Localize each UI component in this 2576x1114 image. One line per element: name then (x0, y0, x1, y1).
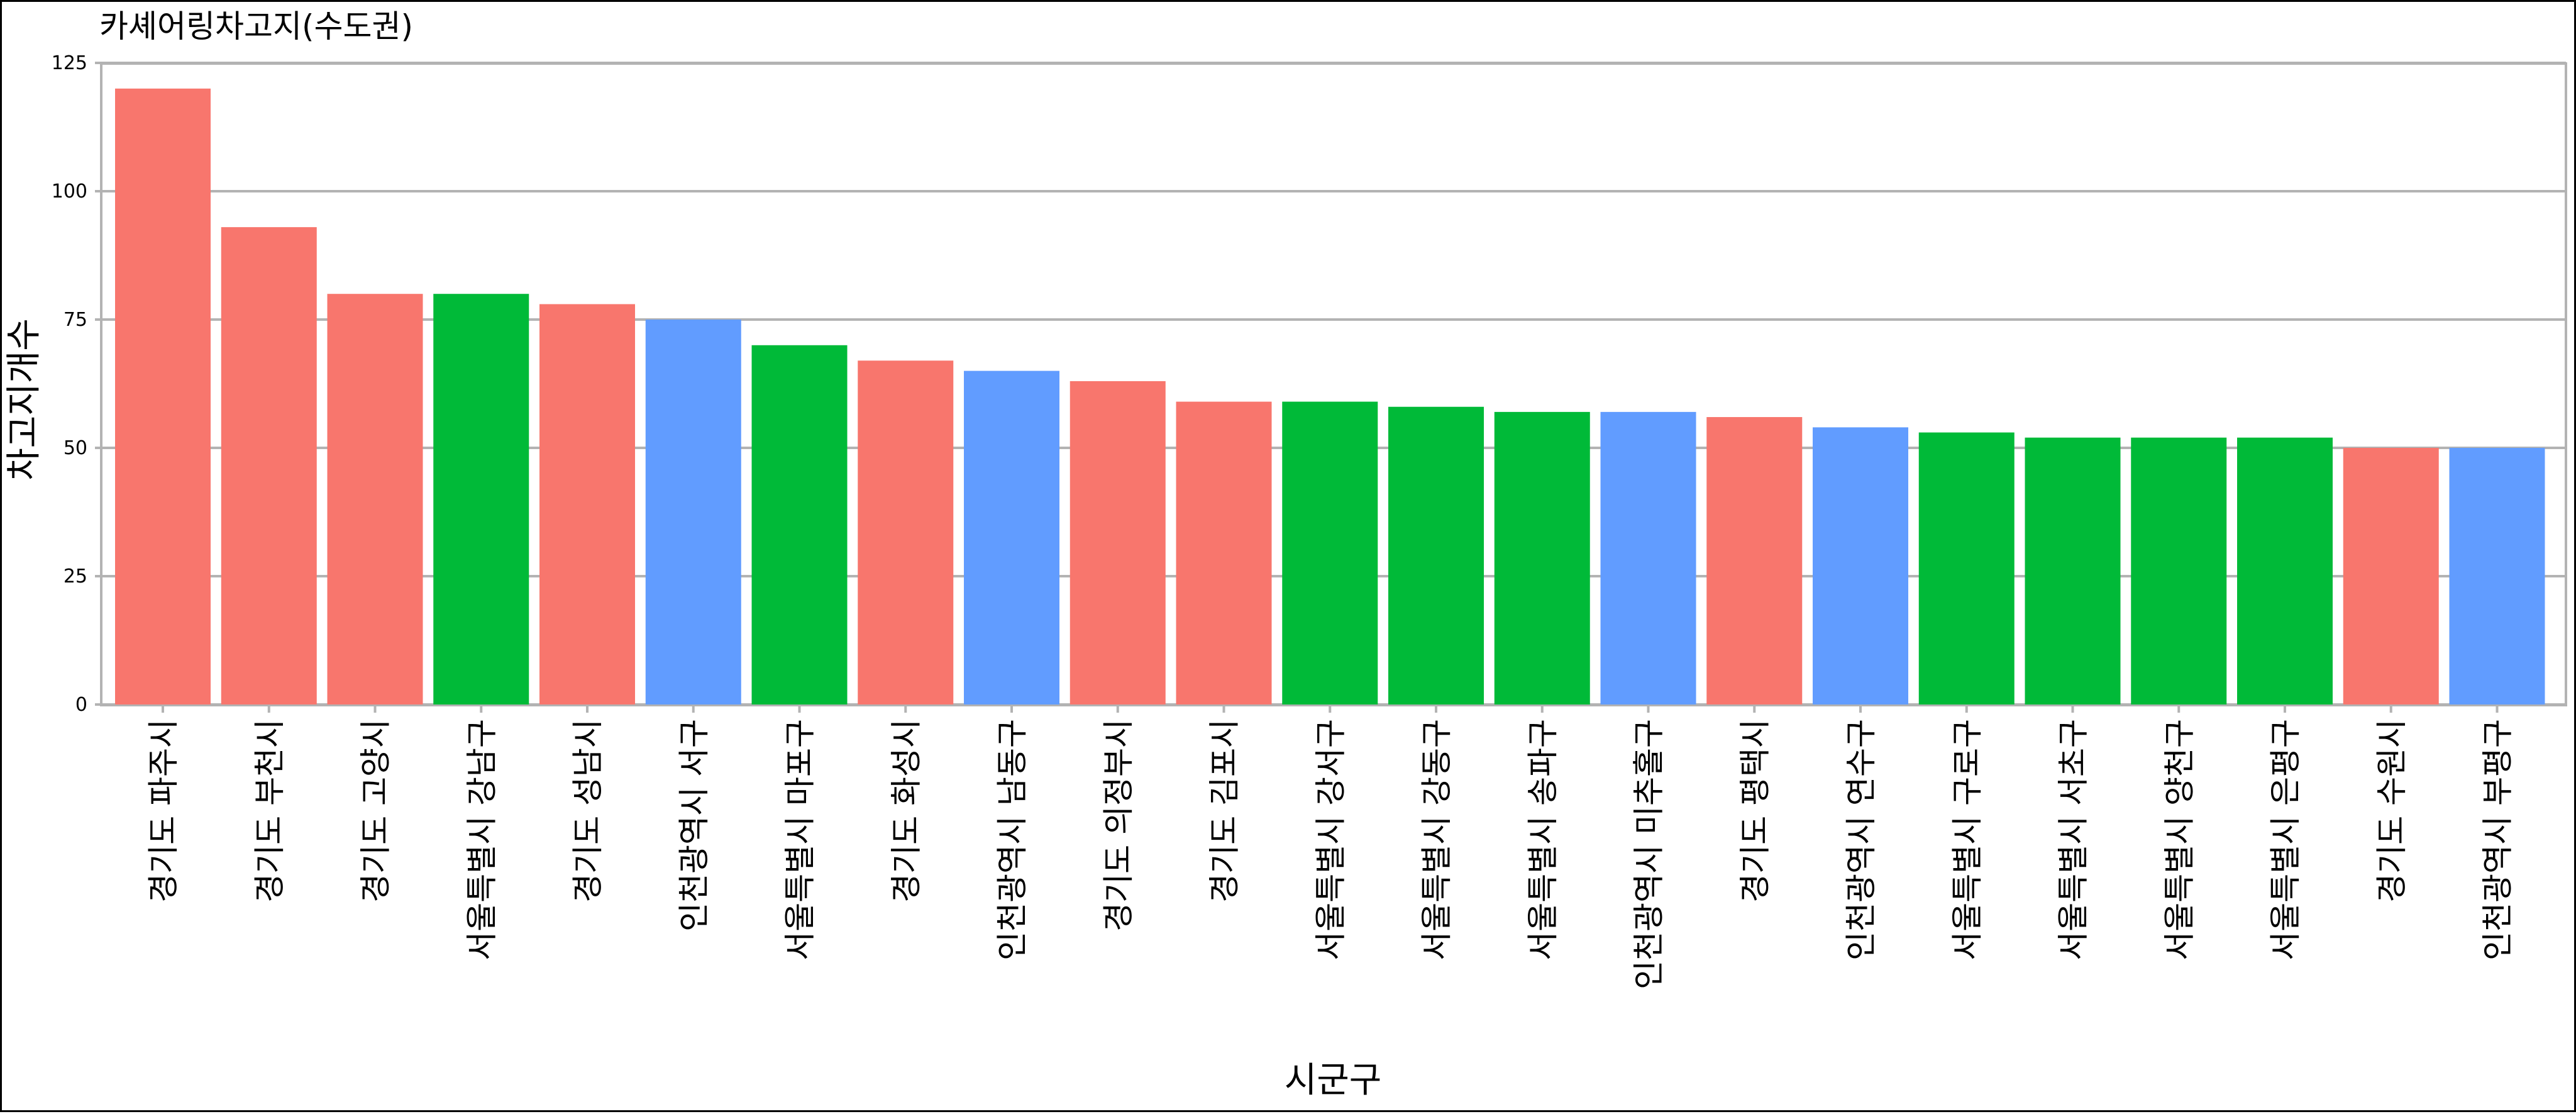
x-tick-label: 서울특별시 송파구 (1525, 719, 1561, 961)
chart-title: 카셰어링차고지(수도권) (99, 8, 413, 45)
x-tick-label: 경기도 고양시 (358, 719, 394, 903)
bar (1282, 401, 1378, 705)
bar (115, 88, 211, 705)
y-axis: 0 25 50 75 100 125 (52, 52, 101, 716)
x-tick-label: 경기도 평택시 (1737, 719, 1773, 903)
bar (1813, 427, 1908, 705)
bar (1388, 406, 1484, 705)
x-tick-label: 경기도 부천시 (252, 719, 288, 903)
x-axis: 경기도 파주시 경기도 부천시 경기도 고양시 서울특별시 강남구 경기도 성남시 인천광… (145, 705, 2516, 989)
bar (2237, 437, 2333, 705)
x-tick-label: 경기도 성남시 (570, 719, 606, 903)
x-tick-label: 경기도 김포시 (1207, 719, 1243, 903)
x-tick-label: 인천광역시 부평구 (2480, 719, 2516, 961)
x-tick-label: 경기도 의정부시 (1100, 719, 1137, 932)
x-tick-label: 서울특별시 강서구 (1312, 719, 1349, 961)
x-tick-label: 서울특별시 서초구 (2055, 719, 2092, 961)
bar (858, 360, 954, 705)
x-tick-label: 경기도 화성시 (888, 719, 924, 903)
x-tick-label: 경기도 수원시 (2374, 719, 2410, 903)
bar (964, 370, 1059, 705)
bar (2025, 437, 2121, 705)
x-tick-label: 서울특별시 강남구 (463, 719, 500, 961)
x-tick-label: 인천광역시 연수구 (1843, 719, 1879, 961)
y-axis-title: 차고지개수 (4, 318, 45, 481)
bar (1706, 417, 1803, 705)
bar (751, 345, 848, 705)
y-tick-label: 25 (64, 565, 87, 588)
x-axis-title: 시군구 (1285, 1060, 1382, 1101)
x-tick-label: 서울특별시 은평구 (2267, 719, 2304, 961)
x-tick-label: 서울특별시 구로구 (1949, 719, 1986, 961)
y-tick-label: 50 (64, 437, 87, 459)
y-tick-label: 75 (64, 309, 87, 331)
x-tick-label: 경기도 파주시 (145, 719, 182, 903)
bar (1600, 411, 1696, 705)
bar (2343, 448, 2439, 705)
bar (1494, 411, 1590, 705)
bar (539, 304, 635, 705)
bar (1176, 401, 1272, 705)
x-tick-label: 인천광역시 미추홀구 (1631, 719, 1667, 989)
bar (2131, 437, 2227, 705)
bars (115, 88, 2545, 705)
y-tick-label: 125 (52, 52, 87, 74)
x-tick-label: 서울특별시 강동구 (1418, 719, 1455, 961)
x-tick-label: 인천광역시 남동구 (994, 719, 1031, 961)
x-tick-label: 인천광역시 서구 (676, 719, 712, 932)
bar (645, 320, 741, 705)
y-tick-label: 0 (75, 694, 87, 716)
bar (327, 294, 423, 705)
x-tick-label: 서울특별시 마포구 (782, 719, 819, 961)
bar (221, 227, 317, 705)
y-tick-label: 100 (52, 181, 87, 203)
bar (2449, 448, 2545, 705)
bar (1070, 381, 1166, 705)
bar (1918, 432, 2015, 705)
x-tick-label: 서울특별시 양천구 (2161, 719, 2197, 961)
bar (433, 294, 529, 705)
